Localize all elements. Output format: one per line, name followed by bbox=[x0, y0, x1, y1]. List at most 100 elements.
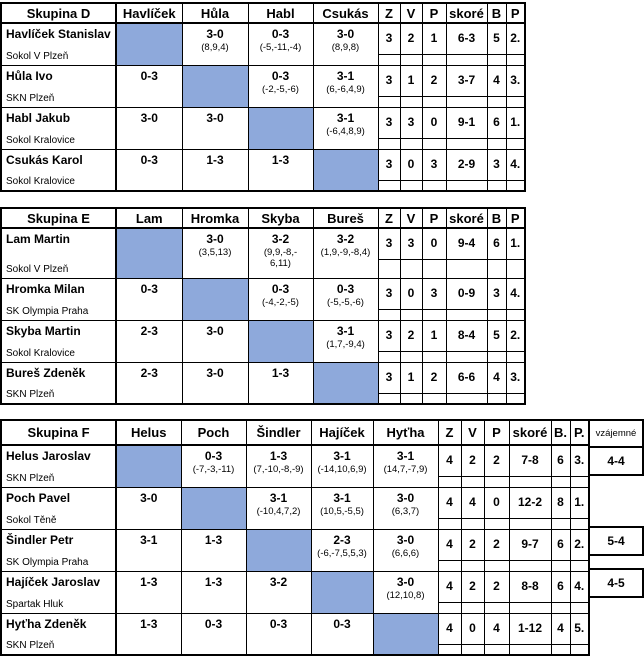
stat-cell: 1. bbox=[505, 106, 526, 150]
match-score: 0-3 bbox=[269, 616, 288, 631]
stat-value: 5. bbox=[574, 620, 585, 635]
player-name-cell: Csukás Karol Sokol Kralovice bbox=[0, 148, 117, 192]
player-name-wrap: Skyba Martin Sokol Kralovice bbox=[2, 321, 114, 361]
stats-header: B bbox=[486, 207, 507, 229]
self-match-cell bbox=[180, 486, 247, 530]
match-score: 0-3 bbox=[333, 616, 351, 631]
self-match-cell bbox=[181, 277, 249, 321]
match-result-cell: 3-1 (-6,4,8,9) bbox=[312, 106, 379, 150]
match-score: 3-0 bbox=[396, 574, 415, 589]
stat-cell: 2 bbox=[483, 570, 510, 614]
stat-cell: 6 bbox=[486, 227, 507, 279]
player-row: Hromka Milan SK Olympia Praha 0-3 0-3 (-4,-2… bbox=[0, 277, 526, 321]
stat-value: 7-8 bbox=[521, 453, 539, 467]
match-score: 1-3 bbox=[204, 532, 223, 547]
stat-cell: 2 bbox=[399, 22, 423, 66]
stat-value: 4 bbox=[446, 620, 453, 635]
stat-cell: 0 bbox=[421, 106, 447, 150]
stat-value: 6-3 bbox=[457, 31, 476, 45]
match-score: 3-2 bbox=[269, 574, 288, 589]
match-result-cell: 0-3 bbox=[115, 148, 183, 192]
opponent-header: Poch bbox=[180, 419, 247, 446]
player-name-cell: Hyťha Zdeněk SKN Plzeň bbox=[0, 612, 117, 656]
stat-value: 3. bbox=[510, 369, 521, 384]
match-score: 2-3 bbox=[333, 532, 351, 547]
stat-cell: 9-4 bbox=[445, 227, 488, 279]
match-result-cell: 2-3 bbox=[115, 319, 183, 363]
player-name-cell: Habl Jakub Sokol Kralovice bbox=[0, 106, 117, 150]
stat-value: 2 bbox=[493, 536, 500, 551]
player-name: Hajíček Jaroslav bbox=[6, 574, 101, 589]
self-match-cell bbox=[372, 612, 439, 656]
stat-cell: 4 bbox=[483, 612, 510, 656]
match-result-cell: 3-1 (14,7,-7,9) bbox=[372, 444, 439, 488]
stats-header: P bbox=[505, 207, 526, 229]
match-result-cell: 3-0 (8,9,8) bbox=[312, 22, 379, 66]
player-name: Bureš Zdeněk bbox=[6, 365, 86, 380]
stats-header: Z bbox=[437, 419, 462, 446]
stat-value: 0-9 bbox=[457, 285, 476, 300]
match-score: 0-3 bbox=[140, 68, 158, 83]
stat-cell: 2 bbox=[421, 361, 447, 405]
stat-cell: 6-6 bbox=[445, 361, 488, 405]
self-match-cell bbox=[247, 106, 314, 150]
stats-header: V bbox=[399, 2, 423, 24]
stats-header: B. bbox=[550, 419, 571, 446]
match-result-cell: 1-3 (7,-10,-8,-9) bbox=[245, 444, 312, 488]
group-title: Skupina D bbox=[0, 2, 117, 24]
player-name-cell: Havlíček Stanislav Sokol V Plzeň bbox=[0, 22, 117, 66]
match-score: 0-3 bbox=[271, 68, 290, 83]
stat-value: 9-1 bbox=[457, 114, 476, 129]
match-score: 0-3 bbox=[271, 281, 290, 296]
match-score: 3-0 bbox=[206, 110, 224, 125]
stat-cell: 2 bbox=[421, 64, 447, 108]
stat-cell: 3 bbox=[377, 277, 401, 321]
match-score: 2-3 bbox=[140, 365, 158, 380]
stats-header: P bbox=[505, 2, 526, 24]
stat-value: 0 bbox=[430, 114, 438, 129]
match-score: 1-3 bbox=[140, 616, 158, 631]
stat-cell: 6 bbox=[486, 106, 507, 150]
player-name-wrap: Hyťha Zdeněk SKN Plzeň bbox=[2, 614, 114, 654]
stat-value: 4 bbox=[469, 494, 476, 509]
match-score: 3-0 bbox=[336, 27, 355, 41]
self-match-cell bbox=[115, 22, 183, 66]
match-score: 3-0 bbox=[140, 490, 158, 505]
opponent-header: Hajíček bbox=[310, 419, 374, 446]
stat-value: 12-2 bbox=[517, 494, 543, 509]
match-score: 3-1 bbox=[336, 68, 355, 83]
stat-cell: 8 bbox=[550, 486, 571, 530]
stat-value: 2 bbox=[469, 536, 476, 551]
header-row: Skupina F Helus Poch Šindler Hajíček Hyťha Z V P… bbox=[0, 419, 590, 446]
match-score: 0-3 bbox=[271, 27, 290, 41]
stat-value: 3. bbox=[510, 72, 521, 87]
stat-cell: 4. bbox=[569, 570, 590, 614]
stat-value: 1. bbox=[510, 114, 521, 129]
player-name: Csukás Karol bbox=[6, 152, 83, 167]
player-row: Hajíček Jaroslav Spartak Hluk 1-3 1-3 3-2 3-0… bbox=[0, 570, 590, 614]
match-set-scores: (8,9,4) bbox=[201, 42, 229, 53]
player-name-cell: Lam Martin Sokol V Plzeň bbox=[0, 227, 117, 279]
stats-header: P bbox=[421, 2, 447, 24]
player-name-cell: Hromka Milan SK Olympia Praha bbox=[0, 277, 117, 321]
match-set-scores: (-2,-5,-6) bbox=[262, 83, 299, 95]
player-row: Habl Jakub Sokol Kralovice 3-0 3-0 3-1 (-6,4,… bbox=[0, 106, 526, 150]
player-name: Lam Martin bbox=[6, 232, 71, 246]
stats-header: P bbox=[421, 207, 447, 229]
player-name-wrap: Hajíček Jaroslav Spartak Hluk bbox=[2, 572, 114, 612]
stat-cell: 5. bbox=[569, 612, 590, 656]
stat-cell: 4 bbox=[437, 570, 462, 614]
stat-value: 6 bbox=[557, 536, 564, 551]
match-set-scores: (-5,-5,-6) bbox=[327, 296, 364, 308]
stat-cell: 6 bbox=[550, 570, 571, 614]
match-result-cell: 3-1 (-10,4,7,2) bbox=[245, 486, 312, 530]
stat-cell: 2 bbox=[460, 444, 485, 488]
stat-cell: 4 bbox=[437, 486, 462, 530]
player-club: SK Olympia Praha bbox=[6, 556, 89, 568]
stat-cell: 3 bbox=[486, 148, 507, 192]
player-club: Spartak Hluk bbox=[6, 598, 64, 610]
stat-cell: 3 bbox=[486, 277, 507, 321]
match-result-cell: 3-0 bbox=[181, 319, 249, 363]
